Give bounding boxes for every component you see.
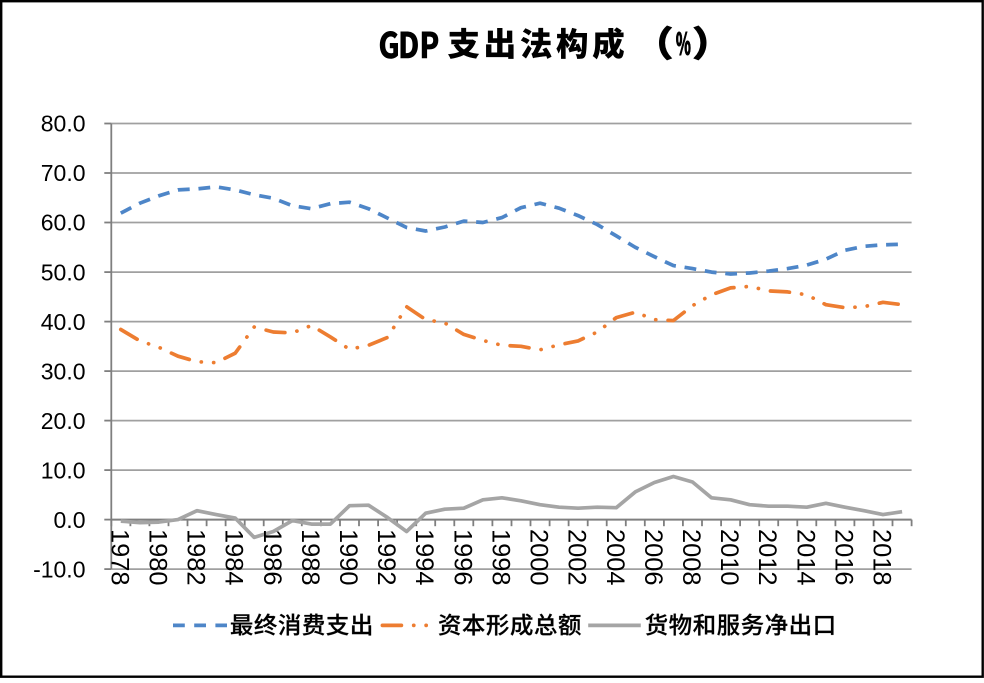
svg-text:2002: 2002 bbox=[563, 529, 591, 585]
svg-text:1994: 1994 bbox=[410, 529, 438, 585]
svg-text:1980: 1980 bbox=[143, 529, 171, 585]
svg-text:40.0: 40.0 bbox=[41, 309, 86, 335]
svg-text:80.0: 80.0 bbox=[41, 111, 86, 137]
svg-text:1996: 1996 bbox=[448, 529, 476, 585]
svg-text:20.0: 20.0 bbox=[41, 408, 86, 434]
svg-text:10.0: 10.0 bbox=[41, 457, 86, 483]
svg-text:2010: 2010 bbox=[715, 529, 743, 585]
svg-text:-10.0: -10.0 bbox=[33, 556, 85, 582]
svg-text:2018: 2018 bbox=[868, 529, 896, 585]
svg-text:2012: 2012 bbox=[753, 529, 781, 585]
svg-text:1988: 1988 bbox=[296, 529, 324, 585]
svg-text:2016: 2016 bbox=[829, 529, 857, 585]
svg-text:1990: 1990 bbox=[334, 529, 362, 585]
svg-text:2014: 2014 bbox=[791, 529, 819, 585]
svg-text:1984: 1984 bbox=[220, 529, 248, 585]
svg-text:2006: 2006 bbox=[639, 529, 667, 585]
svg-text:1992: 1992 bbox=[372, 529, 400, 585]
svg-text:60.0: 60.0 bbox=[41, 210, 86, 236]
svg-text:2008: 2008 bbox=[677, 529, 705, 585]
svg-text:0.0: 0.0 bbox=[54, 507, 86, 533]
svg-text:30.0: 30.0 bbox=[41, 358, 86, 384]
svg-text:2000: 2000 bbox=[525, 529, 553, 585]
svg-text:2004: 2004 bbox=[601, 529, 629, 585]
svg-text:1982: 1982 bbox=[182, 529, 210, 585]
svg-text:70.0: 70.0 bbox=[41, 160, 86, 186]
svg-text:1998: 1998 bbox=[486, 529, 514, 585]
svg-text:1978: 1978 bbox=[105, 529, 133, 585]
svg-text:1986: 1986 bbox=[258, 529, 286, 585]
svg-text:50.0: 50.0 bbox=[41, 259, 86, 285]
